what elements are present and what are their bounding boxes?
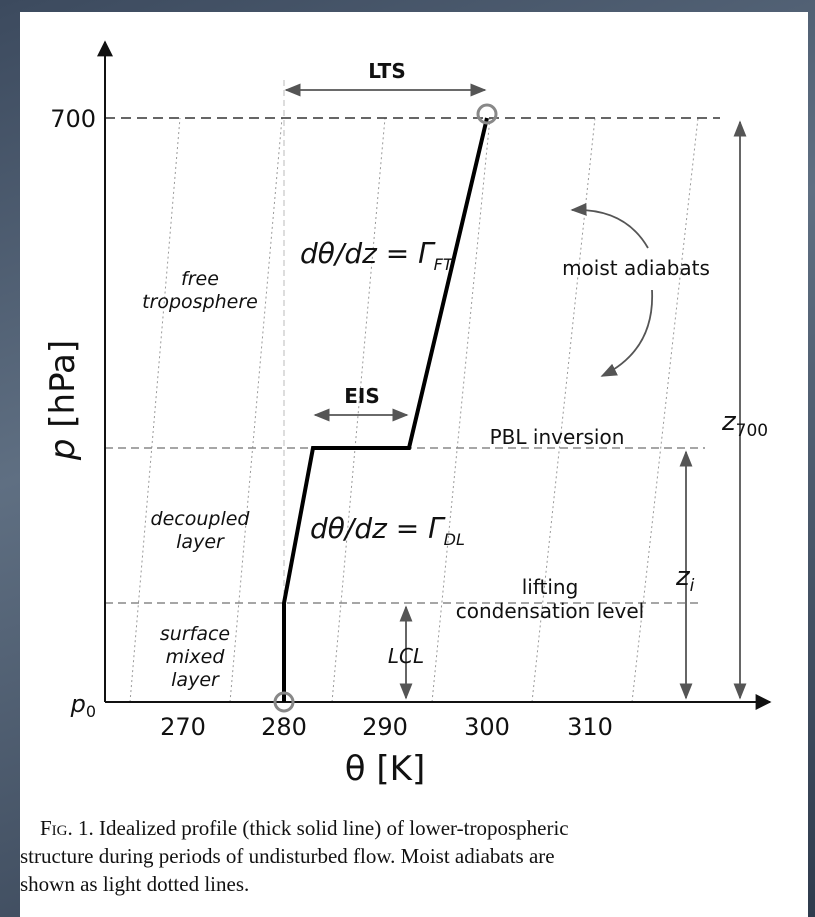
surface-point bbox=[273, 691, 295, 713]
text-part: FT bbox=[434, 255, 454, 274]
axes bbox=[97, 40, 772, 710]
region-label: mixed bbox=[166, 646, 226, 668]
x-axis-label: θ [K] bbox=[345, 749, 425, 789]
text-part: DL bbox=[444, 530, 465, 549]
region-label: surface bbox=[160, 623, 230, 645]
text-part: [K] bbox=[376, 749, 425, 789]
arrows bbox=[284, 83, 747, 700]
region-label: layer bbox=[171, 669, 220, 691]
caption-line: Fig. 1. Idealized profile (thick solid l… bbox=[40, 816, 569, 840]
lts-label: LTS bbox=[368, 59, 405, 83]
text-part: dθ/dz = Γ bbox=[310, 512, 446, 545]
text-part: 0 bbox=[86, 702, 96, 721]
text-part: z bbox=[721, 407, 737, 437]
text-part: dθ/dz = Γ bbox=[300, 237, 436, 270]
pbl-label: PBL inversion bbox=[490, 425, 625, 449]
caption-line: structure during periods of undisturbed … bbox=[20, 844, 555, 868]
y-tick-label: p0 bbox=[70, 690, 96, 721]
lcl-label: LCL bbox=[388, 644, 424, 668]
lcl-level-label: lifting bbox=[522, 575, 579, 599]
text-part: z bbox=[675, 562, 691, 592]
region-label: free bbox=[181, 268, 219, 290]
y-tick-label: 700 bbox=[50, 105, 96, 133]
x-tick-label: 270 bbox=[160, 713, 206, 741]
text-part: 700 bbox=[736, 421, 768, 441]
x-tick-label: 290 bbox=[362, 713, 408, 741]
text-part: Idealized profile (thick solid line) of … bbox=[99, 816, 569, 840]
text-part: i bbox=[690, 576, 695, 596]
text-part: [hPa] bbox=[43, 340, 83, 428]
equation-dl: dθ/dz = ΓDL bbox=[310, 512, 465, 549]
caption-line: shown as light dotted lines. bbox=[20, 872, 249, 896]
eis-label: EIS bbox=[344, 384, 380, 408]
text-part: p bbox=[43, 439, 83, 462]
moist-adiabats-label: moist adiabats bbox=[562, 256, 710, 280]
zi-label: zi bbox=[675, 562, 695, 596]
panel bbox=[20, 12, 808, 917]
y-axis-label: p [hPa] bbox=[43, 340, 83, 461]
x-tick-label: 310 bbox=[567, 713, 613, 741]
text-part: p bbox=[70, 690, 86, 718]
text-part: θ bbox=[345, 749, 366, 789]
profile bbox=[282, 117, 489, 702]
x-tick-label: 300 bbox=[464, 713, 510, 741]
region-label: troposphere bbox=[142, 291, 258, 313]
top-point bbox=[476, 103, 498, 125]
z700-label: z700 bbox=[721, 407, 768, 441]
equation-ft: dθ/dz = ΓFT bbox=[300, 237, 454, 274]
text-part: Fig. 1. bbox=[40, 816, 94, 840]
x-tick-label: 280 bbox=[261, 713, 307, 741]
region-label: layer bbox=[176, 531, 225, 553]
region-label: decoupled bbox=[151, 508, 251, 530]
lcl-level-label: condensation level bbox=[456, 599, 645, 623]
